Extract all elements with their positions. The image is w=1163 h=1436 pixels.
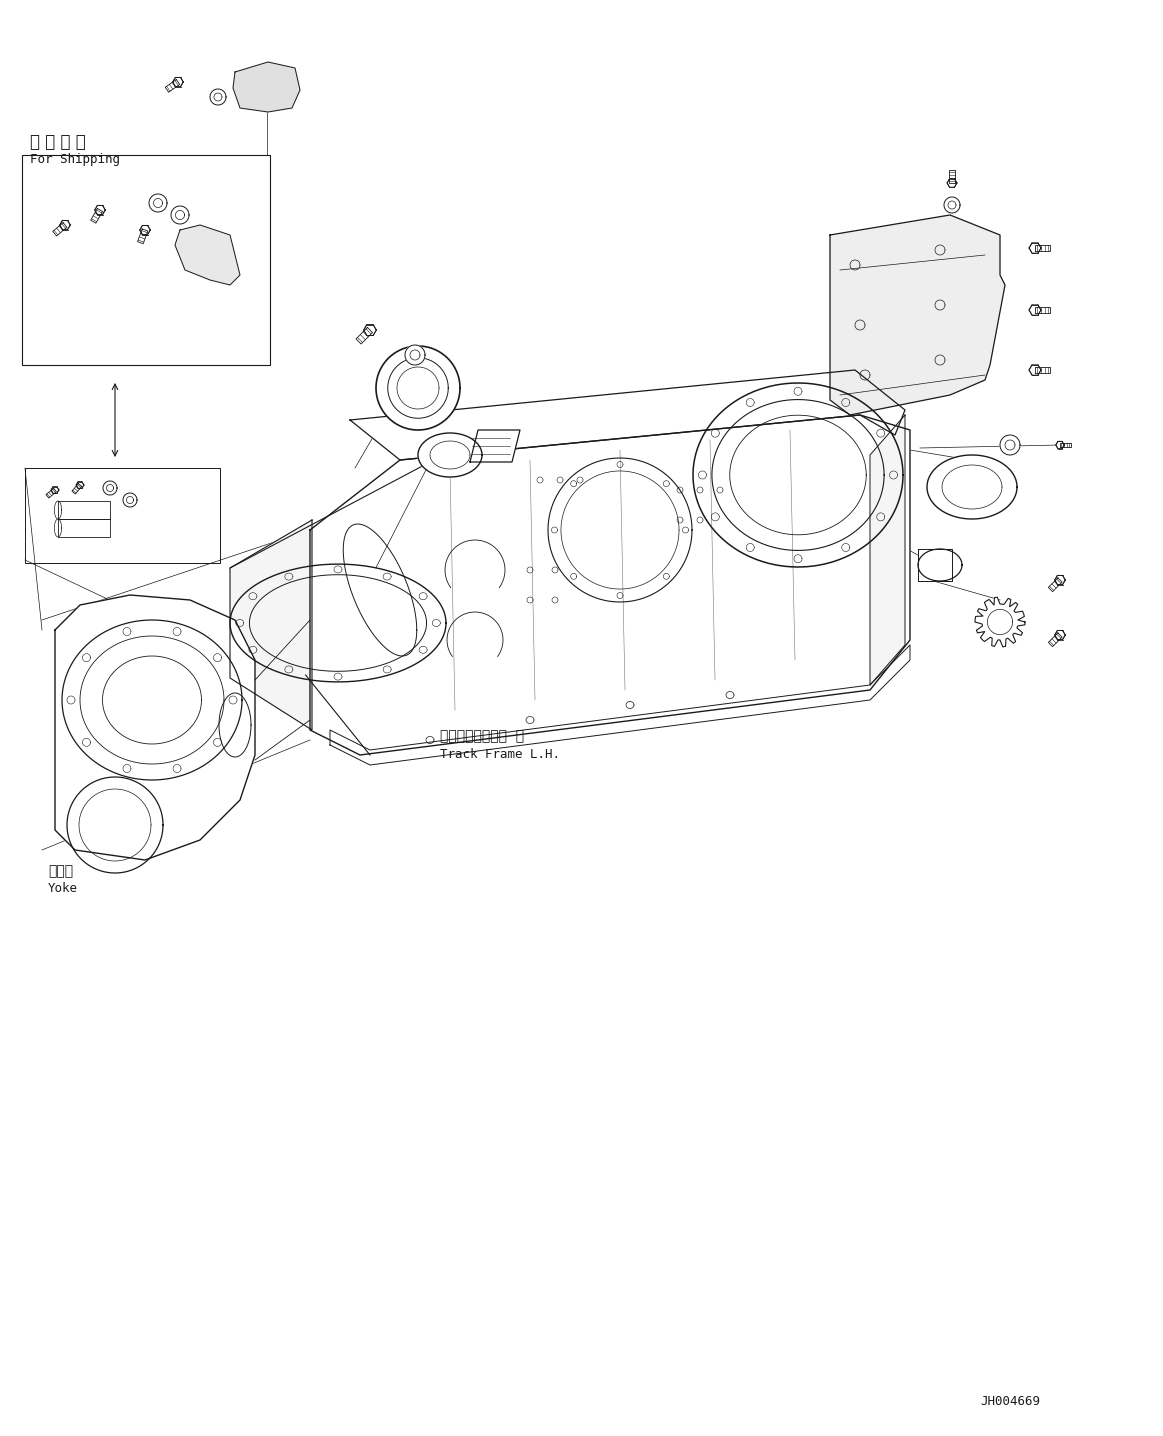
Polygon shape: [918, 549, 962, 582]
Text: Yoke: Yoke: [48, 882, 78, 895]
Polygon shape: [1029, 243, 1041, 253]
Polygon shape: [870, 415, 905, 685]
Bar: [22, 155, 270, 365]
Polygon shape: [330, 645, 909, 765]
Polygon shape: [55, 595, 255, 860]
Text: Track Frame L.H.: Track Frame L.H.: [440, 748, 561, 761]
Polygon shape: [173, 78, 184, 86]
Polygon shape: [1059, 442, 1071, 448]
Polygon shape: [104, 481, 117, 495]
Polygon shape: [1035, 244, 1050, 251]
Polygon shape: [376, 346, 461, 429]
Polygon shape: [171, 205, 190, 224]
Polygon shape: [72, 484, 81, 494]
Text: For Shipping: For Shipping: [30, 154, 120, 167]
Polygon shape: [1000, 435, 1020, 455]
Polygon shape: [137, 228, 148, 244]
Polygon shape: [1055, 630, 1065, 639]
Polygon shape: [1055, 576, 1065, 584]
Polygon shape: [418, 434, 481, 477]
Polygon shape: [174, 225, 240, 284]
Polygon shape: [59, 221, 70, 230]
Polygon shape: [165, 79, 180, 92]
Polygon shape: [51, 487, 59, 494]
Polygon shape: [350, 370, 905, 460]
Text: ヨーク: ヨーク: [48, 864, 73, 877]
Text: トラックフレーム  左: トラックフレーム 左: [440, 729, 525, 742]
Polygon shape: [140, 225, 150, 234]
Polygon shape: [52, 223, 67, 236]
Polygon shape: [76, 481, 84, 488]
Polygon shape: [123, 493, 137, 507]
Polygon shape: [1029, 304, 1041, 314]
Polygon shape: [1035, 366, 1050, 373]
Bar: [24, 468, 220, 563]
Polygon shape: [975, 597, 1025, 646]
Polygon shape: [927, 455, 1016, 518]
Polygon shape: [947, 178, 957, 187]
Text: 運 搬 部 品: 運 搬 部 品: [30, 134, 86, 151]
Polygon shape: [944, 197, 959, 213]
Polygon shape: [1056, 441, 1064, 448]
Polygon shape: [949, 171, 955, 182]
Polygon shape: [230, 520, 312, 729]
Polygon shape: [830, 215, 1005, 415]
Polygon shape: [364, 325, 377, 336]
Polygon shape: [58, 501, 110, 518]
Polygon shape: [356, 327, 372, 345]
Polygon shape: [1048, 633, 1062, 646]
Polygon shape: [1029, 365, 1041, 375]
Polygon shape: [211, 89, 226, 105]
Polygon shape: [94, 205, 105, 214]
Polygon shape: [1035, 307, 1050, 313]
Polygon shape: [233, 62, 300, 112]
Polygon shape: [1048, 577, 1062, 592]
Polygon shape: [405, 345, 424, 365]
Polygon shape: [918, 549, 952, 582]
Polygon shape: [47, 488, 57, 498]
Polygon shape: [91, 208, 102, 223]
Polygon shape: [470, 429, 520, 462]
Text: JH004669: JH004669: [980, 1394, 1040, 1409]
Polygon shape: [58, 518, 110, 537]
Polygon shape: [311, 415, 909, 755]
Polygon shape: [149, 194, 167, 213]
